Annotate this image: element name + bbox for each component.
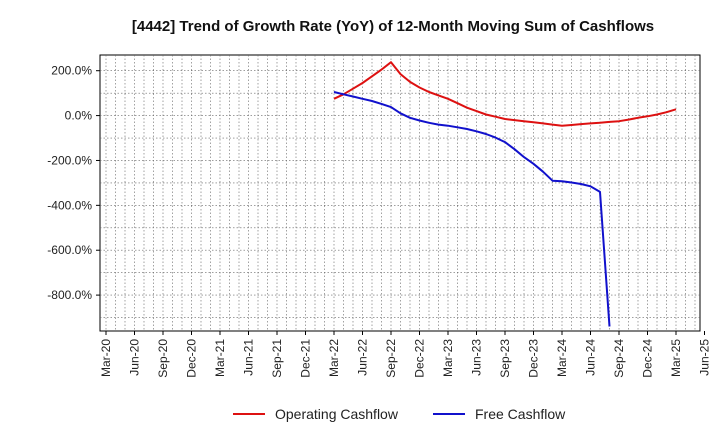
x-tick-label: Jun-20 [128, 339, 142, 376]
series-line-operating-cashflow [333, 61, 677, 127]
legend: Operating Cashflow Free Cashflow [233, 406, 566, 422]
x-tick-label: Jun-21 [242, 339, 256, 376]
x-tick-label: Jun-23 [470, 339, 484, 376]
x-tick-label: Jun-24 [584, 339, 598, 376]
x-tick-label: Dec-20 [185, 339, 199, 378]
y-tick-label: -600.0% [47, 243, 92, 257]
y-tick-label: 0.0% [65, 109, 93, 123]
x-tick-label: Sep-20 [156, 339, 170, 378]
y-tick-label: -200.0% [47, 153, 92, 167]
x-tick-label: Jun-25 [698, 339, 712, 376]
y-axis-ticks: 200.0% 0.0% -200.0% -400.0% -600.0% -800.0% [47, 64, 100, 302]
chart-title: [4442] Trend of Growth Rate (YoY) of 12-… [132, 18, 654, 35]
x-tick-label: Mar-24 [555, 339, 569, 377]
x-tick-label: Mar-25 [669, 339, 683, 377]
x-tick-label: Sep-21 [270, 339, 284, 378]
x-tick-label: Mar-20 [99, 339, 113, 377]
x-tick-label: Dec-21 [299, 339, 313, 378]
series-lines [333, 61, 677, 327]
x-tick-label: Mar-21 [213, 339, 227, 377]
plot-area [99, 54, 701, 332]
y-tick-label: -400.0% [47, 198, 92, 212]
x-axis-ticks: Mar-20 Jun-20 Sep-20 Dec-20 Mar-21 Jun-21 Sep-… [99, 331, 712, 378]
x-tick-label: Sep-22 [384, 339, 398, 378]
x-tick-label: Mar-23 [441, 339, 455, 377]
series-line-free-cashflow [333, 91, 611, 327]
grid [100, 55, 700, 331]
x-tick-label: Sep-24 [612, 339, 626, 378]
x-tick-label: Dec-23 [527, 339, 541, 378]
legend-label: Free Cashflow [475, 406, 566, 422]
legend-label: Operating Cashflow [275, 406, 399, 422]
y-tick-label: -800.0% [47, 288, 92, 302]
x-tick-label: Dec-24 [641, 339, 655, 378]
x-tick-label: Mar-22 [327, 339, 341, 377]
x-tick-label: Jun-22 [356, 339, 370, 376]
x-tick-label: Dec-22 [413, 339, 427, 378]
y-tick-label: 200.0% [51, 64, 92, 78]
x-tick-label: Sep-23 [498, 339, 512, 378]
